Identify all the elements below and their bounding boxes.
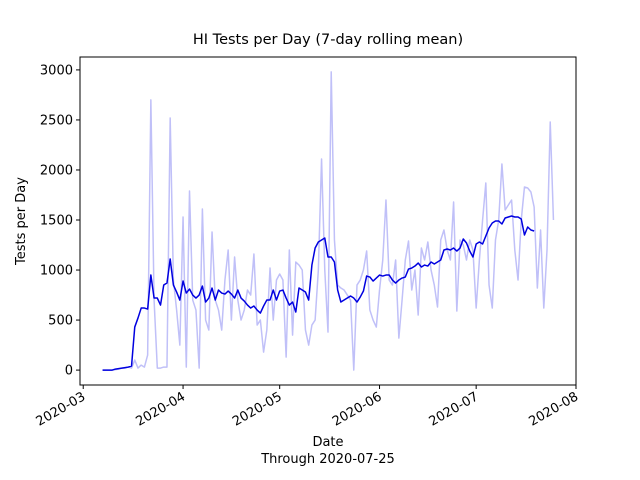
series-line [102, 71, 555, 371]
plot-frame [79, 56, 577, 386]
x-tick-label: 2020-03 [34, 389, 89, 429]
y-tick-label: 1500 [40, 213, 73, 228]
y-tick-label: 0 [65, 364, 73, 379]
x-axis-label: Date [312, 435, 343, 450]
chart-title: HI Tests per Day (7-day rolling mean) [193, 32, 463, 48]
x-tick-label: 2020-08 [526, 389, 581, 429]
y-tick-label: 2500 [40, 113, 73, 128]
x-tick-label: 2020-06 [330, 389, 385, 429]
y-tick-label: 3000 [40, 63, 73, 78]
x-tick-label: 2020-05 [230, 389, 285, 429]
series-line [102, 215, 535, 371]
x-tick-label: 2020-04 [134, 389, 189, 429]
y-axis-label: Tests per Day [14, 177, 29, 266]
x-tick-label: 2020-07 [427, 389, 482, 429]
caption: Through 2020-07-25 [260, 452, 395, 467]
y-tick-label: 500 [48, 314, 73, 329]
y-tick-label: 2000 [40, 163, 73, 178]
y-tick-label: 1000 [40, 264, 73, 279]
